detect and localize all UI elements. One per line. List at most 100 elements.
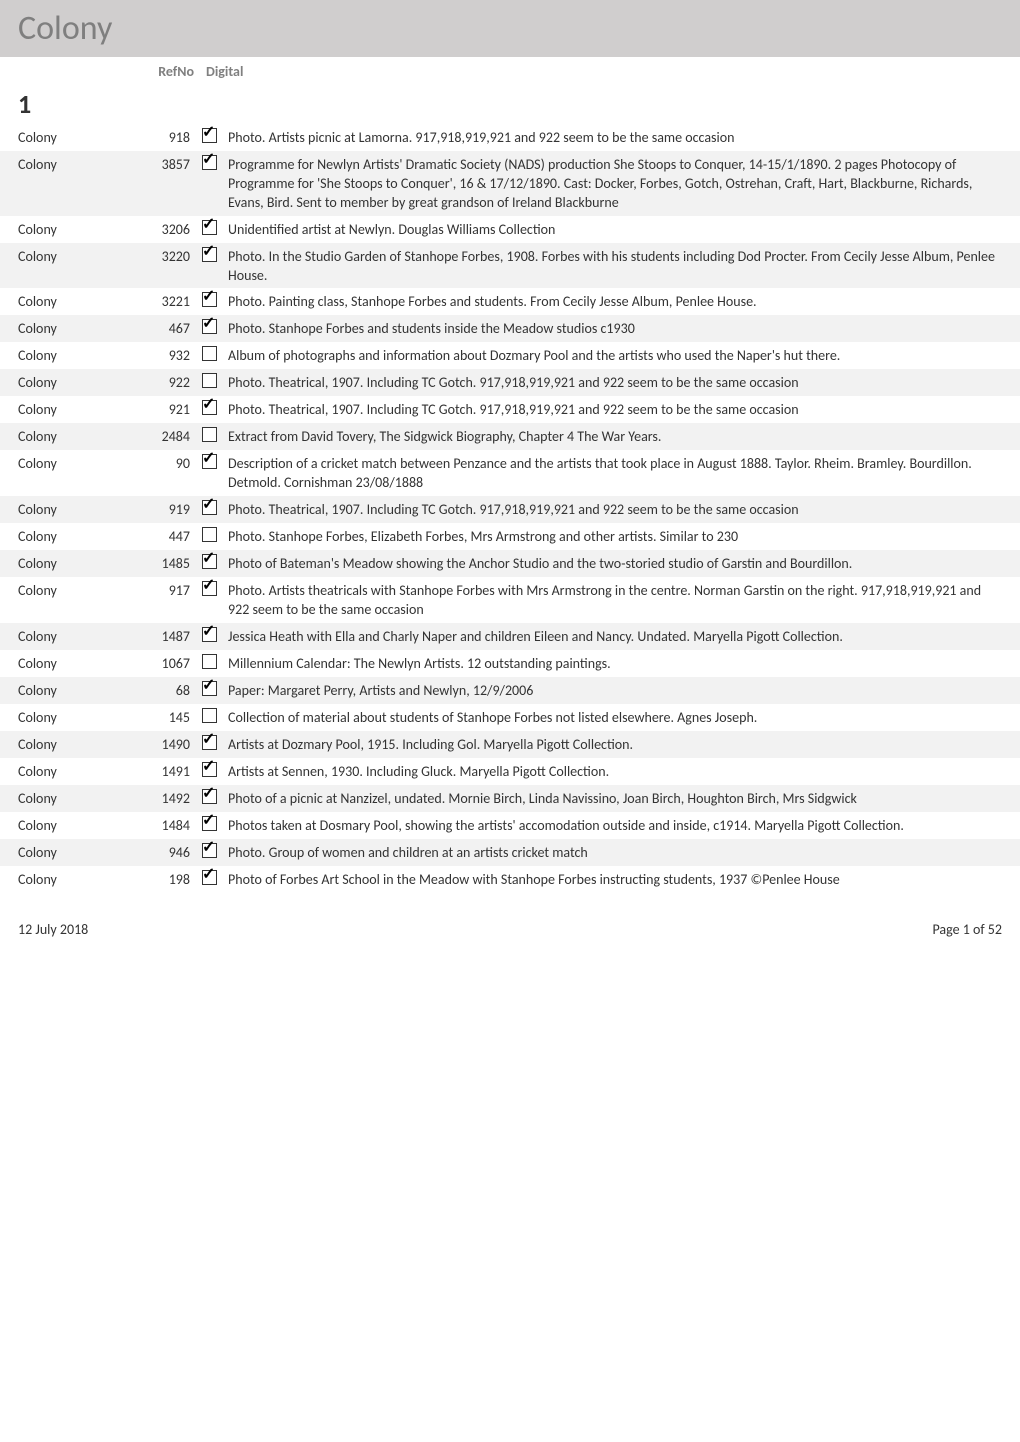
digital-checkbox[interactable]: [202, 500, 217, 515]
table-row: Colony198Photo of Forbes Art School in t…: [0, 866, 1020, 893]
table-row: Colony1492 Photo of a picnic at Nanzizel,…: [0, 785, 1020, 812]
table-row: Colony918Photo. Artists picnic at Lamorn…: [0, 124, 1020, 151]
digital-checkbox[interactable]: [202, 627, 217, 642]
digital-checkbox[interactable]: [202, 554, 217, 569]
row-digital-cell: [202, 372, 228, 393]
row-label: Colony: [18, 453, 118, 472]
digital-checkbox[interactable]: [202, 789, 217, 804]
col-header-refno: RefNo: [0, 63, 202, 80]
row-refno: 932: [118, 345, 202, 364]
rows-container: Colony 918 Photo. Artists picnic at Lamorn…: [0, 124, 1020, 893]
section-number: 1: [0, 82, 1020, 124]
digital-checkbox[interactable]: [202, 681, 217, 696]
row-label: Colony: [18, 499, 118, 518]
row-refno: 921: [118, 399, 202, 418]
row-refno: 1485: [118, 553, 202, 572]
table-row: Colony2484Extract from David Tovery, The…: [0, 423, 1020, 450]
row-description: Photos taken at Dosmary Pool, showing th…: [228, 815, 1002, 836]
digital-checkbox[interactable]: [202, 843, 217, 858]
digital-checkbox[interactable]: [202, 128, 217, 143]
table-row: Colony919Photo. Theatrical, 1907. Includ…: [0, 496, 1020, 523]
row-digital-cell: [202, 553, 228, 574]
row-refno: 1067: [118, 653, 202, 672]
row-label: Colony: [18, 318, 118, 337]
table-row: Colony3857Programme for Newlyn Artists' …: [0, 151, 1020, 216]
table-row: Colony946Photo. Group of women and child…: [0, 839, 1020, 866]
row-refno: 90: [118, 453, 202, 472]
row-digital-cell: [202, 219, 228, 240]
row-description: Artists at Dozmary Pool, 1915. Including…: [228, 734, 1002, 755]
table-row: Colony447Photo. Stanhope Forbes, Elizabe…: [0, 523, 1020, 550]
table-row: Colony921Photo. Theatrical, 1907. Includ…: [0, 396, 1020, 423]
row-refno: 1492: [118, 788, 202, 807]
table-row: Colony3206Unidentified artist at Newlyn.…: [0, 216, 1020, 243]
digital-checkbox[interactable]: [202, 427, 217, 442]
row-refno: 917: [118, 580, 202, 599]
row-description: Unidentified artist at Newlyn. Douglas W…: [228, 219, 1002, 240]
row-description: Photo. Artists theatricals with Stanhope…: [228, 580, 1002, 620]
digital-checkbox[interactable]: [202, 247, 217, 262]
digital-checkbox[interactable]: [202, 400, 217, 415]
digital-checkbox[interactable]: [202, 581, 217, 596]
table-row: Colony1067Millennium Calendar: The Newly…: [0, 650, 1020, 677]
digital-checkbox[interactable]: [202, 454, 217, 469]
digital-checkbox[interactable]: [202, 708, 217, 723]
table-row: Colony1484Photos taken at Dosmary Pool, …: [0, 812, 1020, 839]
digital-checkbox[interactable]: [202, 527, 217, 542]
digital-checkbox[interactable]: [202, 346, 217, 361]
digital-checkbox[interactable]: [202, 816, 217, 831]
row-label: Colony: [18, 291, 118, 310]
footer-date: 12 July 2018: [18, 921, 88, 938]
col-header-digital: Digital: [202, 63, 243, 80]
digital-checkbox[interactable]: [202, 220, 217, 235]
row-label: Colony: [18, 626, 118, 645]
row-digital-cell: [202, 680, 228, 701]
row-digital-cell: [202, 869, 228, 890]
digital-checkbox[interactable]: [202, 155, 217, 170]
row-refno: 918: [118, 127, 202, 146]
table-row: Colony1487 Jessica Heath with Ella and Ch…: [0, 623, 1020, 650]
row-description: Photo. Artists picnic at Lamorna. 917,91…: [228, 127, 1002, 148]
row-digital-cell: [202, 580, 228, 601]
table-row: Colony145Collection of material about st…: [0, 704, 1020, 731]
row-description: Photo of a picnic at Nanzizel, undated. …: [228, 788, 1002, 809]
row-label: Colony: [18, 345, 118, 364]
row-refno: 198: [118, 869, 202, 888]
row-label: Colony: [18, 246, 118, 265]
row-label: Colony: [18, 815, 118, 834]
row-label: Colony: [18, 788, 118, 807]
digital-checkbox[interactable]: [202, 319, 217, 334]
row-label: Colony: [18, 842, 118, 861]
page-title: Colony: [18, 8, 1020, 49]
row-description: Description of a cricket match between P…: [228, 453, 1002, 493]
digital-checkbox[interactable]: [202, 373, 217, 388]
digital-checkbox[interactable]: [202, 870, 217, 885]
digital-checkbox[interactable]: [202, 735, 217, 750]
row-digital-cell: [202, 626, 228, 647]
row-refno: 1487: [118, 626, 202, 645]
row-label: Colony: [18, 653, 118, 672]
digital-checkbox[interactable]: [202, 292, 217, 307]
row-description: Extract from David Tovery, The Sidgwick …: [228, 426, 1002, 447]
row-label: Colony: [18, 426, 118, 445]
row-description: Photo. Stanhope Forbes and students insi…: [228, 318, 1002, 339]
digital-checkbox[interactable]: [202, 762, 217, 777]
digital-checkbox[interactable]: [202, 654, 217, 669]
row-digital-cell: [202, 707, 228, 728]
row-label: Colony: [18, 734, 118, 753]
row-description: Jessica Heath with Ella and Charly Naper…: [228, 626, 1002, 647]
row-digital-cell: [202, 345, 228, 366]
row-description: Collection of material about students of…: [228, 707, 1002, 728]
table-row: Colony917Photo. Artists theatricals with…: [0, 577, 1020, 623]
header-band: Colony: [0, 0, 1020, 57]
row-refno: 922: [118, 372, 202, 391]
row-refno: 1491: [118, 761, 202, 780]
row-description: Photo. Painting class, Stanhope Forbes a…: [228, 291, 1002, 312]
column-headers: RefNo Digital: [0, 57, 1020, 82]
row-digital-cell: [202, 526, 228, 547]
row-refno: 919: [118, 499, 202, 518]
row-description: Photo. In the Studio Garden of Stanhope …: [228, 246, 1002, 286]
row-label: Colony: [18, 869, 118, 888]
row-refno: 3206: [118, 219, 202, 238]
row-refno: 3857: [118, 154, 202, 173]
